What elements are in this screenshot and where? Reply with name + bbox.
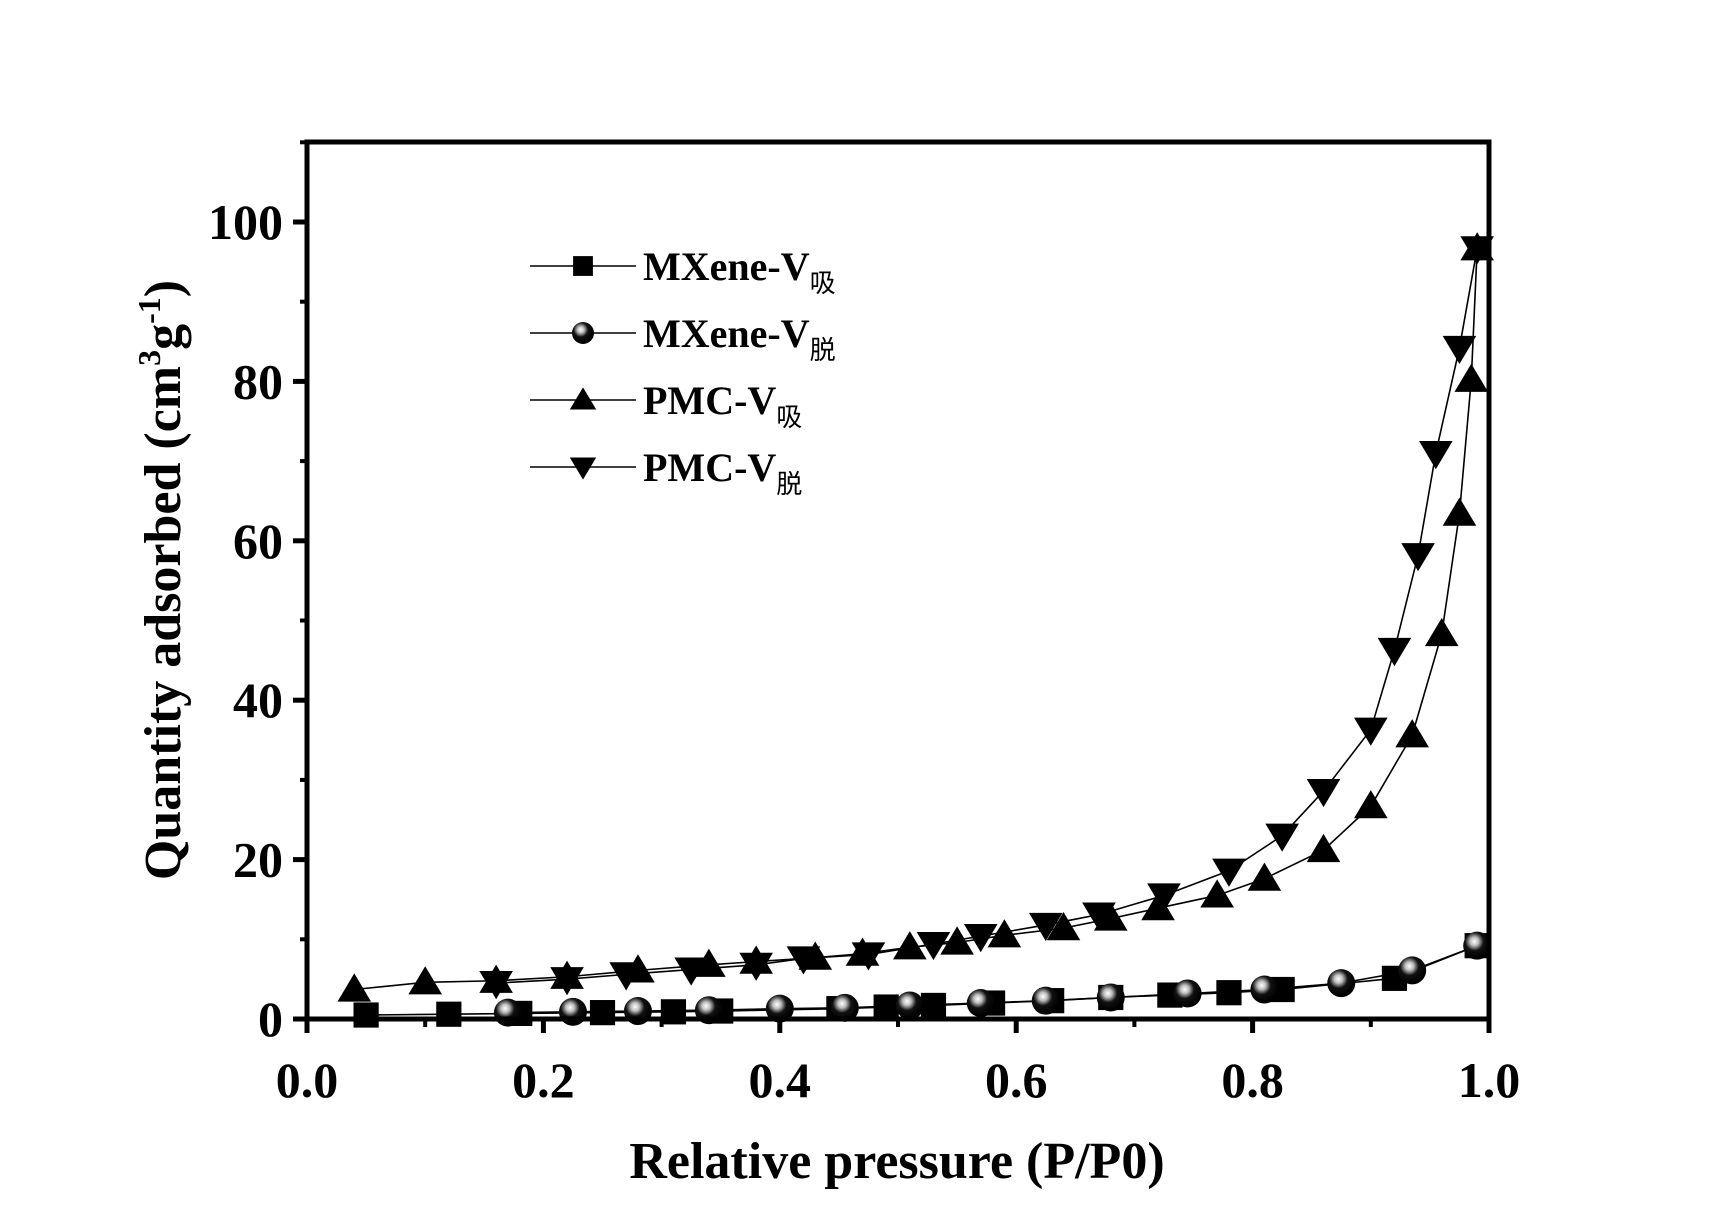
data-point [408,966,442,995]
y-tick-label: 40 [233,672,283,728]
data-point [916,932,951,961]
series-2 [493,931,1492,1027]
data-point [493,998,522,1027]
data-point [550,967,584,996]
series-4 [479,236,1494,1000]
data-point [1354,717,1388,746]
data-point [1250,975,1279,1004]
data-point [674,957,708,986]
legend-marker-sphere [572,322,594,344]
series-line [354,248,1478,991]
data-point [337,973,372,1002]
data-point [1306,778,1341,808]
data-point [851,942,886,971]
legend-item: MXene-V吸 [530,244,836,298]
legend-label: PMC-V脱 [643,445,802,499]
data-point [1463,931,1492,960]
data-point [1377,637,1412,667]
series-1 [353,933,1490,1028]
y-tick-label: 60 [233,513,283,569]
data-point [830,993,859,1022]
data-point [1082,902,1116,931]
data-point [609,962,643,991]
data-point [1212,858,1246,887]
data-point [1442,335,1477,365]
y-tick-label: 80 [233,353,283,409]
data-point [987,919,1022,948]
data-point [1216,980,1242,1006]
data-point [1147,883,1181,912]
data-point [1395,719,1429,748]
data-point [1398,956,1427,985]
y-tick-label: 0 [258,991,283,1047]
x-tick-label: 0.4 [749,1052,812,1108]
y-tick-label: 20 [233,832,283,888]
data-point [1424,617,1459,647]
data-point [1419,441,1453,470]
data-point [1401,543,1435,572]
data-point [1096,983,1125,1012]
data-point [1173,979,1202,1008]
legend-item: MXene-V脱 [530,311,836,365]
data-point [765,994,794,1023]
x-tick-label: 0.0 [276,1052,339,1108]
plot-frame [304,139,1492,1022]
data-point [1028,912,1063,942]
x-tick-label: 0.6 [985,1052,1048,1108]
data-point [1141,892,1175,921]
series-line [496,248,1478,984]
data-point [966,989,995,1018]
x-axis-title: Relative pressure (P/P0) [629,1133,1164,1190]
data-point [1265,823,1299,852]
x-tick-label: 0.8 [1221,1052,1284,1108]
ticks: 0.0 0.2 0.4 0.6 0.8 1.0 0 20 40 60 80 100 [208,140,1521,1108]
data-point [1442,497,1477,526]
legend-item: PMC-V脱 [530,445,802,499]
x-tick-label: 1.0 [1458,1052,1521,1108]
data-point [786,946,821,975]
y-tick-label: 100 [208,194,283,250]
data-point [895,991,924,1020]
data-point [1327,969,1356,998]
x-tick-label: 0.2 [512,1052,575,1108]
data-point [353,1002,379,1028]
data-point [558,997,587,1026]
data-point [1306,833,1341,863]
legend-label: MXene-V吸 [643,244,836,298]
data-point [739,952,773,981]
series-layer [337,232,1494,1028]
legend-marker-triangle-up [569,387,597,410]
data-point [1200,879,1234,908]
data-point [963,924,998,953]
data-point [1460,236,1494,265]
legend-label: PMC-V吸 [643,378,802,432]
legend-marker-square [573,256,593,276]
data-point [893,931,927,960]
legend-marker-triangle-down [569,457,597,480]
y-axis-title: Quantity adsorbed (cm3g-1) [131,280,192,880]
data-point [1354,790,1388,819]
series-3 [337,232,1494,1002]
legend: MXene-V吸 MXene-V脱 PMC-V吸 PMC-V脱 [530,244,836,499]
data-point [1247,862,1282,891]
legend-item: PMC-V吸 [530,378,802,432]
data-point [1046,912,1081,941]
data-point [436,1001,462,1027]
data-point [479,971,513,1000]
data-point [1454,363,1489,392]
legend-label: MXene-V脱 [643,311,836,365]
data-point [1031,986,1060,1015]
axes [304,139,1492,1022]
